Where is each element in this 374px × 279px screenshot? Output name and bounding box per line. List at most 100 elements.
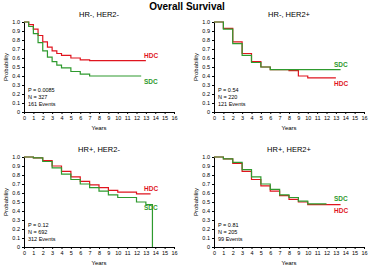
x-tick-label: 4 [60,115,63,121]
y-tick: 1.0 [202,154,214,160]
x-tick: 11 [315,112,321,121]
y-tick: 0.4 [202,208,214,214]
x-tick: 12 [134,247,140,256]
x-tick-label: 4 [250,115,253,121]
x-tick-mark [317,112,318,114]
y-tick: 0.3 [202,217,214,223]
annotation: N = 220 [218,94,237,100]
x-tick-mark [308,247,309,249]
annotation: P = 0.54 [218,87,239,93]
x-tick: 2 [42,112,45,121]
x-tick-mark [52,112,53,114]
x-tick: 15 [162,247,168,256]
y-axis-title: Probability [193,53,199,81]
x-tick-mark [90,112,91,114]
x-tick: 5 [260,112,263,121]
x-tick-label: 6 [79,115,82,121]
y-tick: 0.8 [202,172,214,178]
series-label: HDC [334,207,348,214]
y-tick-mark [212,229,214,230]
x-tick-mark [165,112,166,114]
x-tick-label: 13 [143,250,149,256]
x-tick-label: 0 [213,250,216,256]
y-tick-mark [22,67,24,68]
x-axis-title: Years [281,260,296,266]
y-tick-mark [212,94,214,95]
y-tick-mark [212,31,214,32]
y-tick: 0.1 [202,235,214,241]
x-tick: 6 [79,247,82,256]
x-tick: 15 [352,112,358,121]
x-tick: 1 [32,112,35,121]
y-tick-label: 1.0 [12,154,20,160]
x-tick: 15 [162,112,168,121]
x-tick-mark [146,247,147,249]
y-tick: 0.9 [12,28,24,34]
y-tick-mark [212,175,214,176]
x-tick-mark [43,247,44,249]
x-tick: 16 [361,112,367,121]
y-tick-label: 0.5 [12,199,20,205]
y-axis-title: Probability [3,53,9,81]
x-tick: 0 [213,247,216,256]
y-tick: 0.5 [202,64,214,70]
x-tick-label: 16 [361,115,367,121]
y-axis-line [212,23,215,113]
x-tick-label: 2 [232,250,235,256]
x-tick: 16 [361,247,367,256]
x-tick-label: 1 [222,250,225,256]
y-tick-label: 0.9 [202,163,210,169]
x-tick-label: 8 [98,115,101,121]
y-tick: 0.8 [12,37,24,43]
x-tick-label: 4 [250,250,253,256]
x-tick-mark [223,247,224,249]
y-tick-label: 0.3 [12,82,20,88]
x-tick: 8 [288,247,291,256]
x-tick-label: 7 [279,250,282,256]
x-axis-line [215,113,365,115]
x-tick-mark [99,247,100,249]
x-axis-title: Years [91,260,106,266]
y-tick-label: 0.4 [12,208,20,214]
y-tick-label: 0.3 [12,217,20,223]
y-tick-label: 0.8 [12,172,20,178]
y-tick: 0.2 [202,91,214,97]
x-tick-mark [80,247,81,249]
x-tick-label: 10 [305,115,311,121]
main-title: Overall Survival [149,1,225,12]
y-axis-line [22,158,25,248]
x-tick-label: 5 [70,115,73,121]
y-tick: 1.0 [202,19,214,25]
y-tick-label: 0.9 [12,28,20,34]
y-tick-label: 0.1 [12,235,20,241]
annotation: N = 327 [28,94,47,100]
y-tick-mark [212,85,214,86]
x-tick-mark [289,247,290,249]
x-tick-label: 10 [115,250,121,256]
x-tick-mark [317,247,318,249]
x-tick-label: 2 [42,115,45,121]
y-tick: 1.0 [12,19,24,25]
x-tick-label: 2 [232,115,235,121]
y-tick: 0 [207,109,214,115]
x-tick-mark [298,247,299,249]
x-tick: 11 [125,247,131,256]
x-tick: 2 [232,112,235,121]
y-tick: 0.6 [12,190,24,196]
x-tick: 9 [297,112,300,121]
x-tick-label: 14 [153,250,159,256]
y-axis: 00.10.20.30.40.50.60.70.80.91.0 [202,19,214,115]
y-tick-label: 0.7 [12,46,20,52]
x-tick-label: 8 [98,250,101,256]
x-tick: 0 [23,247,26,256]
x-tick-label: 9 [297,115,300,121]
x-tick-label: 6 [269,115,272,121]
y-tick-mark [212,40,214,41]
x-tick: 5 [70,112,73,121]
survival-line [214,22,341,70]
x-tick-mark [127,247,128,249]
y-axis-title: Probability [193,188,199,216]
x-tick: 7 [89,247,92,256]
x-axis-title: Years [91,125,106,131]
y-tick-mark [212,157,214,158]
